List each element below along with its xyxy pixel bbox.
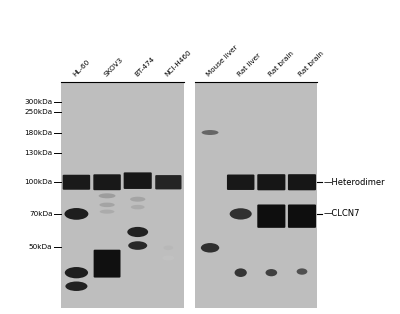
Text: HL-60: HL-60 (72, 59, 92, 78)
FancyBboxPatch shape (94, 250, 120, 278)
Text: Mouse liver: Mouse liver (206, 44, 239, 78)
Text: —CLCN7: —CLCN7 (323, 209, 360, 219)
Text: 70kDa: 70kDa (29, 211, 52, 217)
Ellipse shape (164, 246, 173, 250)
FancyBboxPatch shape (227, 175, 254, 190)
Ellipse shape (230, 208, 252, 219)
Ellipse shape (64, 208, 88, 220)
Ellipse shape (65, 267, 88, 278)
Text: SKOV3: SKOV3 (103, 57, 124, 78)
Ellipse shape (297, 268, 307, 275)
Ellipse shape (99, 193, 116, 198)
Text: —Heterodimer: —Heterodimer (323, 178, 385, 187)
Ellipse shape (202, 130, 218, 135)
Text: BT-474: BT-474 (134, 56, 156, 78)
FancyBboxPatch shape (93, 174, 121, 190)
Ellipse shape (128, 241, 147, 250)
FancyBboxPatch shape (288, 174, 316, 190)
Text: NCI-H460: NCI-H460 (164, 49, 193, 78)
Ellipse shape (127, 227, 148, 237)
Text: Rat liver: Rat liver (236, 52, 262, 78)
FancyBboxPatch shape (257, 174, 285, 190)
Text: 300kDa: 300kDa (24, 99, 52, 105)
FancyBboxPatch shape (155, 175, 182, 189)
FancyBboxPatch shape (63, 175, 90, 190)
Ellipse shape (130, 197, 145, 202)
Ellipse shape (234, 268, 247, 277)
Bar (195, 82, 317, 308)
Ellipse shape (163, 199, 174, 202)
Text: 130kDa: 130kDa (24, 150, 52, 156)
FancyBboxPatch shape (124, 172, 152, 189)
FancyBboxPatch shape (257, 204, 285, 228)
Ellipse shape (266, 269, 277, 276)
Ellipse shape (65, 281, 88, 291)
Text: 180kDa: 180kDa (24, 129, 52, 136)
Ellipse shape (201, 243, 219, 252)
Text: 100kDa: 100kDa (24, 179, 52, 185)
FancyBboxPatch shape (288, 204, 316, 228)
Ellipse shape (100, 210, 114, 214)
Text: Rat brain: Rat brain (267, 50, 294, 78)
Text: 50kDa: 50kDa (29, 244, 52, 250)
Bar (61, 82, 184, 308)
Ellipse shape (100, 203, 115, 207)
Ellipse shape (131, 205, 145, 209)
Text: 250kDa: 250kDa (24, 109, 52, 115)
Ellipse shape (162, 256, 174, 261)
Text: Rat brain: Rat brain (298, 50, 325, 78)
